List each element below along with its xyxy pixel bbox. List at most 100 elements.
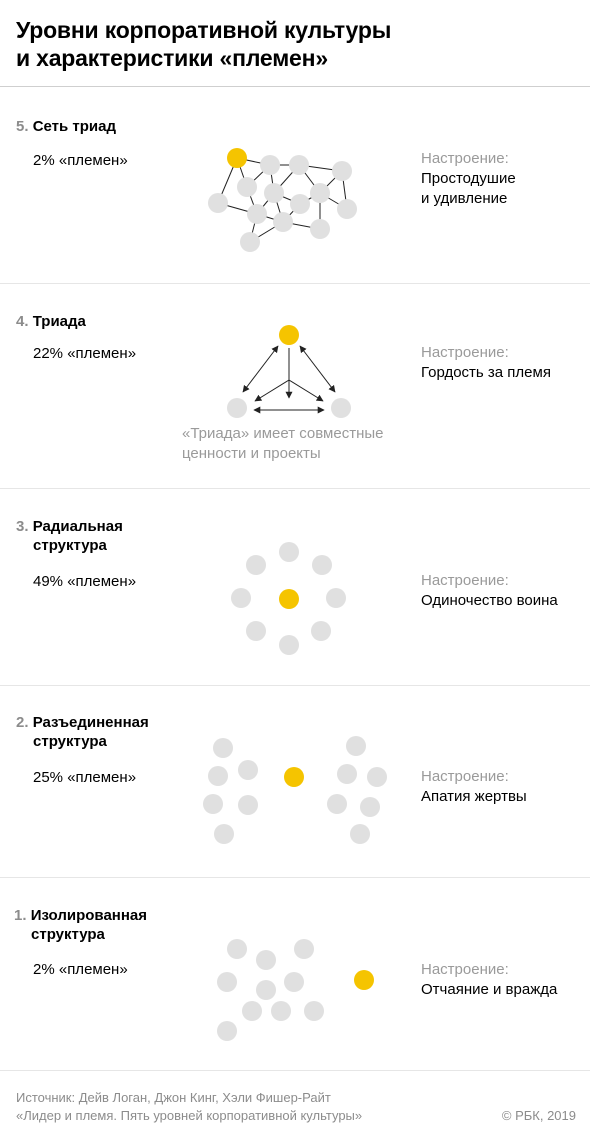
- level-1-heading: 1. Изолированная структура: [14, 906, 147, 944]
- node: [350, 824, 370, 844]
- node: [337, 764, 357, 784]
- level-name-line-1: Радиальная: [32, 518, 123, 535]
- arrows: [242, 345, 336, 414]
- node: [227, 939, 247, 959]
- radial-structure-diagram: [231, 542, 346, 655]
- node: [279, 542, 299, 562]
- mood-label: Настроение:: [421, 768, 509, 785]
- mood-value-line-1: Простодушие: [421, 170, 516, 187]
- node: [332, 161, 352, 181]
- section-divider: [0, 877, 590, 878]
- section-divider: [0, 488, 590, 489]
- node: [260, 155, 280, 175]
- level-3-heading: 3. Радиальная структура: [16, 517, 123, 555]
- mood-value-line-2: и удивление: [421, 190, 508, 207]
- node: [264, 183, 284, 203]
- source-line-1: Источник: Дейв Логан, Джон Кинг, Хэли Фи…: [16, 1090, 331, 1105]
- section-divider: [0, 283, 590, 284]
- title-line-1: Уровни корпоративной культуры: [16, 17, 392, 43]
- level-name-line-2: структура: [33, 537, 107, 554]
- node: [327, 794, 347, 814]
- node: [256, 950, 276, 970]
- tribe-share: 2% «племен»: [33, 152, 128, 169]
- node: [203, 794, 223, 814]
- node: [290, 194, 310, 214]
- mood-value-line-1: Гордость за племя: [421, 364, 551, 381]
- mood-block: Настроение: Одиночество воина: [421, 571, 558, 611]
- tribe-share: 25% «племен»: [33, 769, 137, 786]
- level-5-heading: 5. Сеть триад: [16, 117, 116, 136]
- network-of-triads-diagram: [208, 148, 357, 252]
- caption-line-2: ценности и проекты: [182, 445, 321, 462]
- node: [214, 824, 234, 844]
- node: [284, 972, 304, 992]
- level-name-line-1: Изолированная: [30, 907, 147, 924]
- isolated-structure-diagram: [217, 939, 374, 1041]
- level-name-line-2: структура: [33, 733, 107, 750]
- node: [294, 939, 314, 959]
- node: [238, 795, 258, 815]
- mood-value-line-1: Отчаяние и вражда: [421, 981, 558, 998]
- title-divider: [0, 86, 590, 87]
- node: [246, 621, 266, 641]
- tribe-share: 22% «племен»: [33, 345, 137, 362]
- level-4-heading: 4. Триада: [16, 312, 86, 331]
- level-2-heading: 2. Разъединенная структура: [16, 713, 149, 751]
- mood-label: Настроение:: [421, 150, 509, 167]
- node: [367, 767, 387, 787]
- key-node: [227, 148, 247, 168]
- level-number: 2.: [16, 714, 29, 731]
- node: [331, 398, 351, 418]
- mood-label: Настроение:: [421, 572, 509, 589]
- node: [273, 212, 293, 232]
- mood-label: Настроение:: [421, 961, 509, 978]
- node: [337, 199, 357, 219]
- level-name-line-2: структура: [31, 926, 105, 943]
- node: [271, 1001, 291, 1021]
- source-note: Источник: Дейв Логан, Джон Кинг, Хэли Фи…: [16, 1089, 362, 1125]
- level-3-section: 3. Радиальная структура 49% «племен» Нас…: [0, 517, 590, 677]
- source-line-2: «Лидер и племя. Пять уровней корпоративн…: [16, 1108, 363, 1123]
- node: [240, 232, 260, 252]
- node: [256, 980, 276, 1000]
- disconnected-structure-diagram: [203, 736, 387, 844]
- node: [208, 193, 228, 213]
- mood-label: Настроение:: [421, 344, 509, 361]
- node: [227, 398, 247, 418]
- node: [208, 766, 228, 786]
- level-number: 4.: [16, 313, 29, 330]
- level-1-section: 1. Изолированная структура 2% «племен» Н…: [0, 906, 590, 1066]
- level-5-section: 5. Сеть триад 2% «племен» Настроение: Пр…: [0, 117, 590, 277]
- triad-caption: «Триада» имеет совместные ценности и про…: [182, 424, 384, 464]
- key-node: [284, 767, 304, 787]
- node: [311, 621, 331, 641]
- level-name: Триада: [32, 313, 86, 330]
- node: [360, 797, 380, 817]
- node: [312, 555, 332, 575]
- mood-value-line-1: Апатия жертвы: [421, 788, 527, 805]
- node: [310, 219, 330, 239]
- level-2-section: 2. Разъединенная структура 25% «племен» …: [0, 713, 590, 873]
- tribe-share: 49% «племен»: [33, 573, 137, 590]
- node: [304, 1001, 324, 1021]
- page-title: Уровни корпоративной культуры и характер…: [16, 16, 576, 72]
- node: [242, 1001, 262, 1021]
- node: [213, 738, 233, 758]
- section-divider: [0, 685, 590, 686]
- node: [289, 155, 309, 175]
- tribe-share: 2% «племен»: [33, 961, 128, 978]
- section-divider: [0, 1070, 590, 1071]
- level-name-line-1: Разъединенная: [32, 714, 149, 731]
- node: [346, 736, 366, 756]
- mood-value-line-1: Одиночество воина: [421, 592, 558, 609]
- copyright: © РБК, 2019: [501, 1108, 576, 1123]
- triad-diagram: [227, 325, 351, 418]
- mood-block: Настроение: Апатия жертвы: [421, 767, 527, 807]
- node: [279, 635, 299, 655]
- key-node: [279, 325, 299, 345]
- node: [238, 760, 258, 780]
- mood-block: Настроение: Отчаяние и вражда: [421, 960, 557, 1000]
- node: [231, 588, 251, 608]
- node: [310, 183, 330, 203]
- level-name: Сеть триад: [32, 118, 116, 135]
